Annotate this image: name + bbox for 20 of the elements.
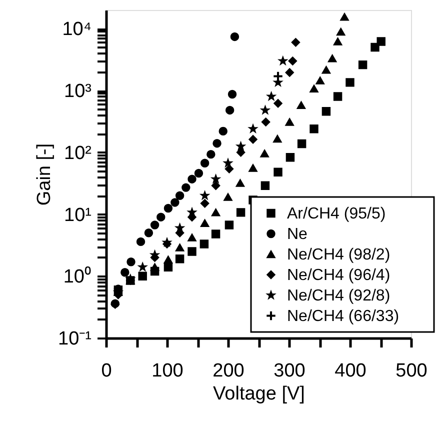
legend-label: Ne/CH4 (98/2) [287, 246, 390, 264]
y-tick-label: 10⁴ [62, 19, 92, 40]
y-axis-title: Gain [-] [34, 143, 56, 206]
x-tick-label: 0 [101, 360, 112, 382]
y-tick-label: 10⁰ [63, 266, 92, 288]
y-tick-label: 10³ [64, 81, 92, 102]
y-tick-label: 10² [64, 142, 92, 164]
x-tick-label: 400 [334, 360, 366, 382]
legend-label: Ne [287, 226, 308, 243]
x-axis-title: Voltage [V] [213, 384, 305, 404]
legend-label: Ar/CH4 (95/5) [287, 205, 386, 222]
y-tick-label: 10¹ [64, 204, 92, 226]
x-tick-label: 300 [274, 360, 306, 382]
legend-label: Ne/CH4 (66/33) [287, 308, 400, 325]
x-tick-label: 100 [152, 360, 184, 382]
x-tick-label: 200 [212, 360, 244, 382]
x-tick-label: 500 [396, 360, 428, 382]
legend-label: Ne/CH4 (92/8) [287, 287, 390, 304]
y-tick-label: 10⁻¹ [58, 328, 92, 350]
legend-label: Ne/CH4 (96/4) [287, 266, 390, 284]
